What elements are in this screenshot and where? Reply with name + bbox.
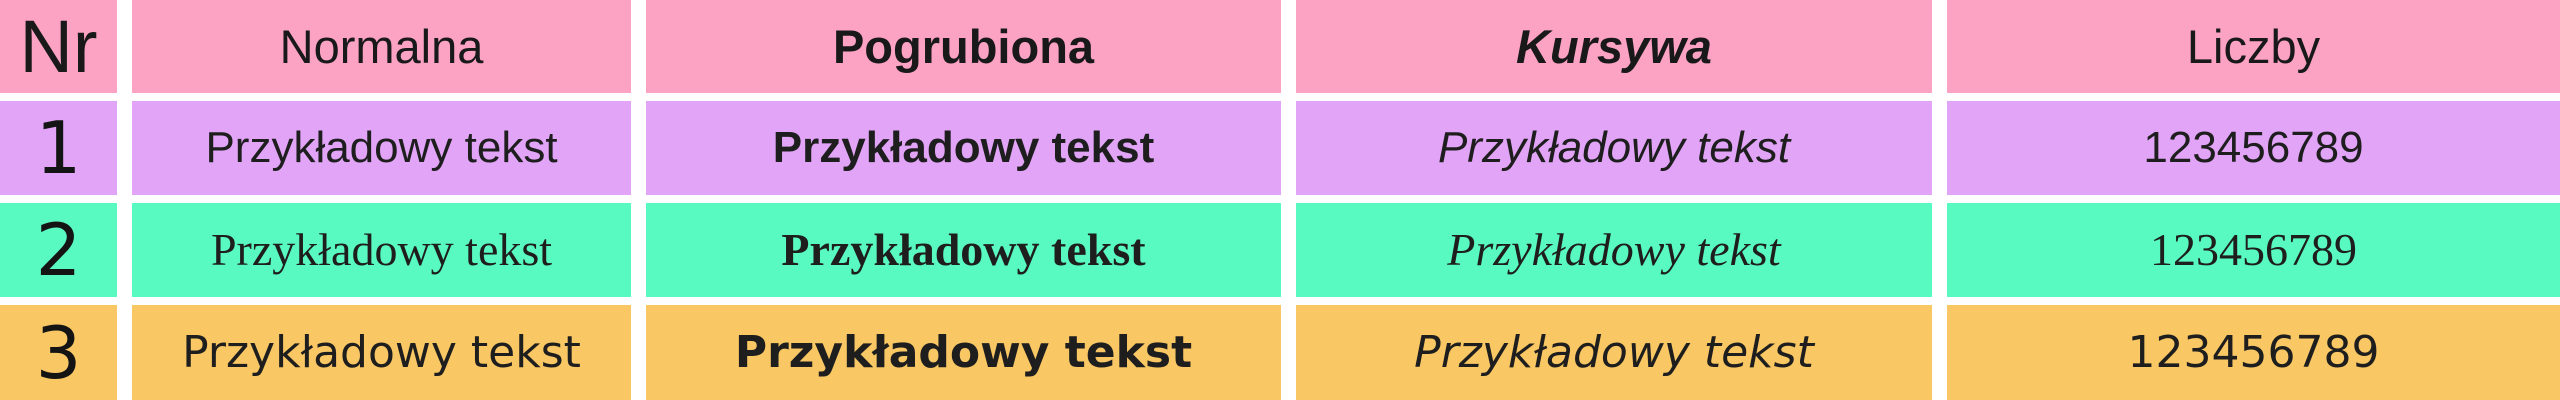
row2-bold-cell: Przykładowy tekst [646, 203, 1281, 297]
header-cell-normal: Normalna [132, 0, 631, 93]
row2-numbers-cell: 123456789 [1947, 203, 2560, 297]
row3-numbers-cell: 123456789 [1947, 305, 2560, 400]
row2-italic-cell: Przykładowy tekst [1296, 203, 1932, 297]
row3-normal-cell: Przykładowy tekst [132, 305, 631, 400]
row1-number-cell: 1 [0, 101, 117, 195]
row1-bold-cell: Przykładowy tekst [646, 101, 1281, 195]
header-cell-bold: Pogrubiona [646, 0, 1281, 93]
header-cell-numbers: Liczby [1947, 0, 2560, 93]
header-cell-italic: Kursywa [1296, 0, 1932, 93]
row1-italic-cell: Przykładowy tekst [1296, 101, 1932, 195]
row2-number-cell: 2 [0, 203, 117, 297]
row1-normal-cell: Przykładowy tekst [132, 101, 631, 195]
row3-italic-cell: Przykładowy tekst [1296, 305, 1932, 400]
header-cell-nr: Nr [0, 0, 117, 93]
row1-numbers-cell: 123456789 [1947, 101, 2560, 195]
row3-number-cell: 3 [0, 305, 117, 400]
row2-normal-cell: Przykładowy tekst [132, 203, 631, 297]
row3-bold-cell: Przykładowy tekst [646, 305, 1281, 400]
